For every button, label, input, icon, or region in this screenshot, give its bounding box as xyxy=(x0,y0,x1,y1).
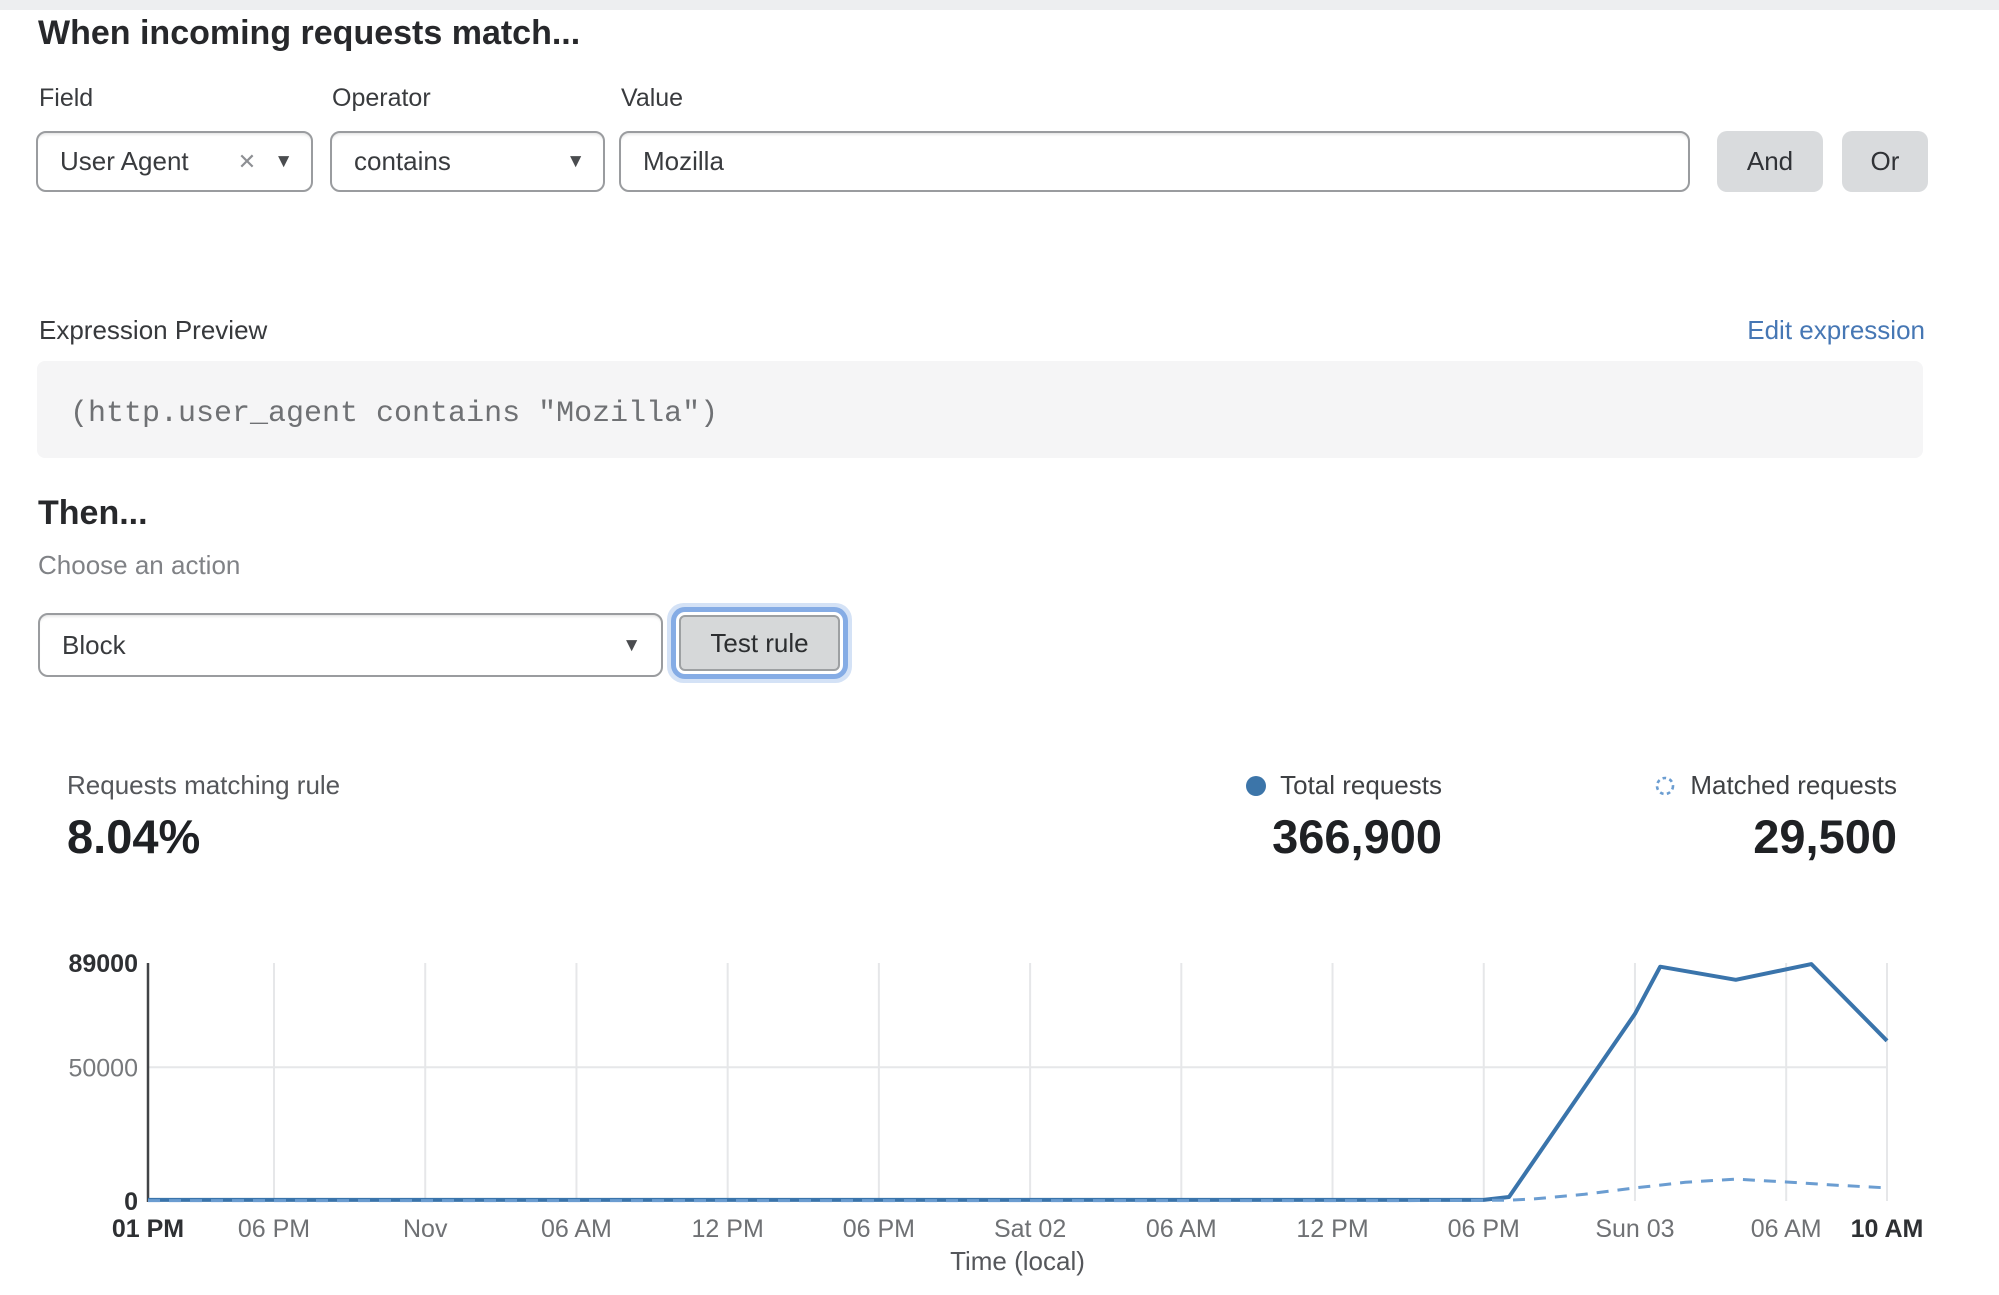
and-button[interactable]: And xyxy=(1717,131,1823,192)
value-input[interactable]: Mozilla xyxy=(619,131,1690,192)
test-rule-button[interactable]: Test rule xyxy=(679,615,840,671)
field-select-value: User Agent xyxy=(60,146,189,176)
x-tick-label: 06 AM xyxy=(1751,1215,1822,1243)
requests-time-series-chart[interactable]: 89000 50000 001 PM 06 PM Nov 06 AM 12 PM 06 PM S… xyxy=(0,940,1999,1295)
expression-code: (http.user_agent contains "Mozilla") xyxy=(70,397,719,431)
matched-requests-dashed-circle-icon xyxy=(1656,776,1675,795)
x-tick-label: 06 PM xyxy=(1448,1215,1520,1243)
y-tick-label: 50000 xyxy=(68,1054,138,1082)
x-tick-label: Sun 03 xyxy=(1595,1215,1674,1243)
x-tick-label: 01 PM xyxy=(112,1215,184,1243)
action-select-value: Block xyxy=(62,629,126,660)
field-select[interactable]: User Agent ✕ ▼ xyxy=(36,131,313,192)
x-axis-title: Time (local) xyxy=(950,1246,1085,1276)
expression-preview-box xyxy=(37,361,1923,458)
matched-requests-value: 29,500 xyxy=(1753,810,1897,863)
value-input-text: Mozilla xyxy=(643,146,724,176)
x-tick-label: 06 PM xyxy=(843,1215,915,1243)
or-button[interactable]: Or xyxy=(1842,131,1928,192)
series-solid xyxy=(148,962,1889,1202)
series-dashed xyxy=(148,1177,1888,1203)
expression-preview-label: Expression Preview xyxy=(39,315,268,345)
top-divider xyxy=(0,0,1999,10)
matched-requests-stat: Matched requests 29,500 xyxy=(1654,770,1897,864)
chevron-down-icon: ▼ xyxy=(622,634,641,656)
field-label: Field xyxy=(39,84,94,112)
x-tick-label: 06 PM xyxy=(238,1215,310,1243)
matched-requests-label: Matched requests xyxy=(1690,770,1897,800)
x-tick-label: Sat 02 xyxy=(994,1215,1066,1243)
total-requests-value: 366,900 xyxy=(1272,810,1442,863)
total-requests-dot-icon xyxy=(1246,775,1267,796)
match-heading: When incoming requests match... xyxy=(38,14,581,52)
total-requests-stat: Total requests 366,900 xyxy=(1246,770,1442,864)
edit-expression-link[interactable]: Edit expression xyxy=(1747,315,1925,345)
x-tick-label: 06 AM xyxy=(541,1215,612,1243)
clear-field-icon[interactable]: ✕ xyxy=(237,148,257,174)
choose-action-label: Choose an action xyxy=(38,550,241,580)
operator-select[interactable]: contains ▼ xyxy=(330,131,605,192)
chevron-down-icon: ▼ xyxy=(274,151,293,172)
value-label: Value xyxy=(621,84,684,112)
match-rate-stat: Requests matching rule 8.04% xyxy=(67,770,340,864)
match-rate-value: 8.04% xyxy=(67,810,201,863)
x-tick-label: Nov xyxy=(403,1215,448,1243)
operator-label: Operator xyxy=(332,84,431,112)
chevron-down-icon: ▼ xyxy=(566,151,585,172)
operator-select-value: contains xyxy=(354,146,451,176)
then-heading: Then... xyxy=(38,494,148,532)
match-rate-label: Requests matching rule xyxy=(67,770,341,800)
x-tick-label: 12 PM xyxy=(692,1215,764,1243)
x-tick-label: 10 AM xyxy=(1851,1215,1924,1243)
y-tick-label: 89000 xyxy=(68,950,138,978)
x-tick-label: 06 AM xyxy=(1146,1215,1217,1243)
y-tick-label: 0 xyxy=(124,1188,138,1216)
total-requests-label: Total requests xyxy=(1280,770,1442,800)
x-tick-label: 12 PM xyxy=(1296,1215,1368,1243)
action-select[interactable]: Block ▼ xyxy=(38,613,663,677)
